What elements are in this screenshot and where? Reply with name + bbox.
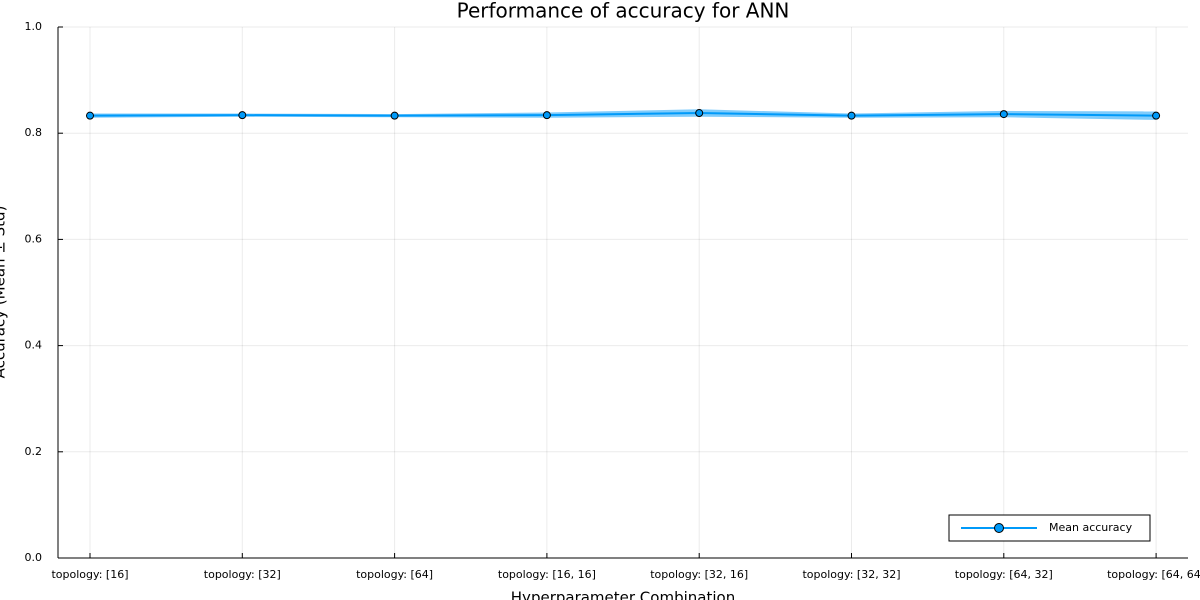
x-axis-label: Hyperparameter Combination — [511, 589, 735, 600]
chart-title: Performance of accuracy for ANN — [457, 0, 790, 23]
point — [847, 111, 856, 120]
line — [89, 112, 1157, 117]
x-tick-label: topology: [64] — [356, 568, 433, 581]
point — [86, 111, 94, 120]
x-tick-label: topology: [32, 32] — [802, 568, 900, 581]
legend-label: Mean accuracy — [1049, 521, 1133, 534]
x-tick-label: topology: [32, 16] — [650, 568, 748, 581]
y-tick-label: 0.6 — [25, 232, 43, 245]
y-tick-label: 0.4 — [25, 339, 43, 352]
point — [542, 111, 551, 120]
point — [999, 110, 1008, 119]
x-tick-label: topology: [16] — [51, 568, 128, 581]
y-tick-label: 0.8 — [25, 126, 43, 139]
y-tick-label: 0.2 — [25, 445, 43, 458]
x-tick-label: topology: [16, 16] — [498, 568, 596, 581]
point — [390, 111, 399, 120]
point — [1152, 111, 1161, 120]
point — [695, 109, 704, 118]
point — [238, 111, 247, 120]
x-tick-label: topology: [32] — [204, 568, 281, 581]
y-axis-label: Accuracy (Mean ± Std) — [0, 206, 9, 379]
x-tick-label: topology: [64, 64] — [1107, 568, 1200, 581]
y-tick-label: 1.0 — [25, 20, 43, 33]
legend-marker — [994, 523, 1004, 533]
y-tick-label: 0.0 — [25, 551, 43, 564]
x-tick-label: topology: [64, 32] — [955, 568, 1053, 581]
